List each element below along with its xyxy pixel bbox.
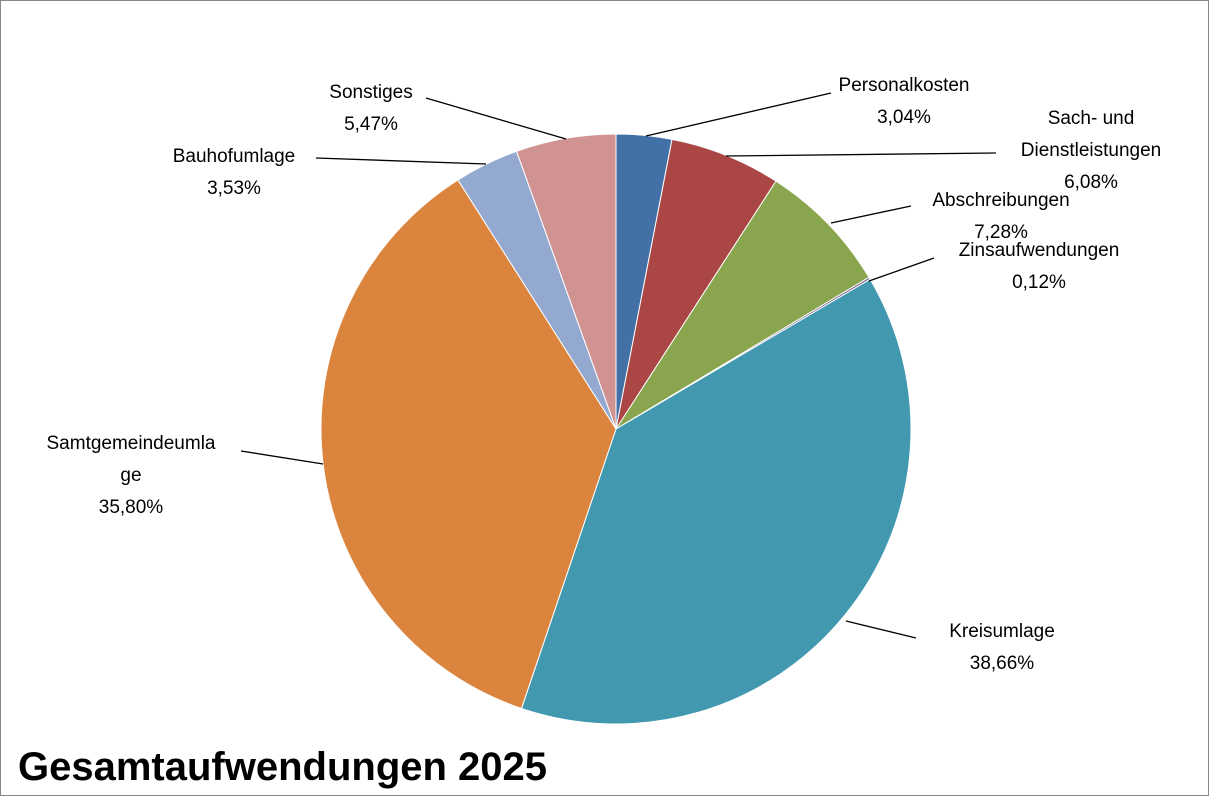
leader-line [425, 97, 567, 140]
leader-line [725, 152, 997, 157]
slice-label: Abschreibungen 7,28% [901, 185, 1101, 249]
slice-value: 3,04% [877, 107, 931, 128]
slice-name: Kreisumlage [949, 621, 1055, 642]
slice-label: Bauhofumlage 3,53% [134, 141, 334, 205]
slice-name: Bauhofumlage [172, 146, 296, 167]
slice-value: 5,47% [344, 114, 398, 135]
leader-line [845, 620, 917, 639]
leader-line [240, 450, 324, 465]
pie-slice [615, 180, 870, 430]
pie-slice [520, 278, 912, 725]
slice-name: Personalkosten [838, 75, 970, 96]
slice-label: Sonstiges 5,47% [291, 77, 451, 141]
pie-slice [320, 179, 617, 710]
slice-name: Sach- und Dienstleistungen [1020, 108, 1162, 161]
slice-label: Kreisumlage 38,66% [902, 616, 1102, 680]
slice-name: Samtgemeindeumlage [46, 433, 216, 486]
slice-name: Abschreibungen [932, 190, 1070, 211]
leader-line [830, 205, 912, 224]
slice-label: Samtgemeindeumlage 35,80% [42, 428, 220, 524]
slice-label: Personalkosten 3,04% [804, 70, 1004, 134]
chart-title: Gesamtaufwendungen 2025 [18, 745, 548, 789]
slice-value: 6,08% [1064, 172, 1118, 193]
slice-label: Sach- und Dienstleistungen 6,08% [994, 103, 1189, 199]
slice-value: 7,28% [974, 222, 1028, 243]
slice-value: 35,80% [98, 497, 164, 518]
slice-name: Zinsaufwendungen [958, 240, 1120, 261]
slice-value: 3,53% [207, 178, 261, 199]
slice-label: Zinsaufwendungen 0,12% [924, 235, 1154, 299]
leader-line [315, 157, 487, 165]
leader-line [645, 92, 832, 137]
slice-name: Sonstiges [329, 82, 413, 103]
leader-line [868, 257, 935, 282]
slice-value: 38,66% [969, 653, 1035, 674]
slice-value: 0,12% [1012, 272, 1066, 293]
